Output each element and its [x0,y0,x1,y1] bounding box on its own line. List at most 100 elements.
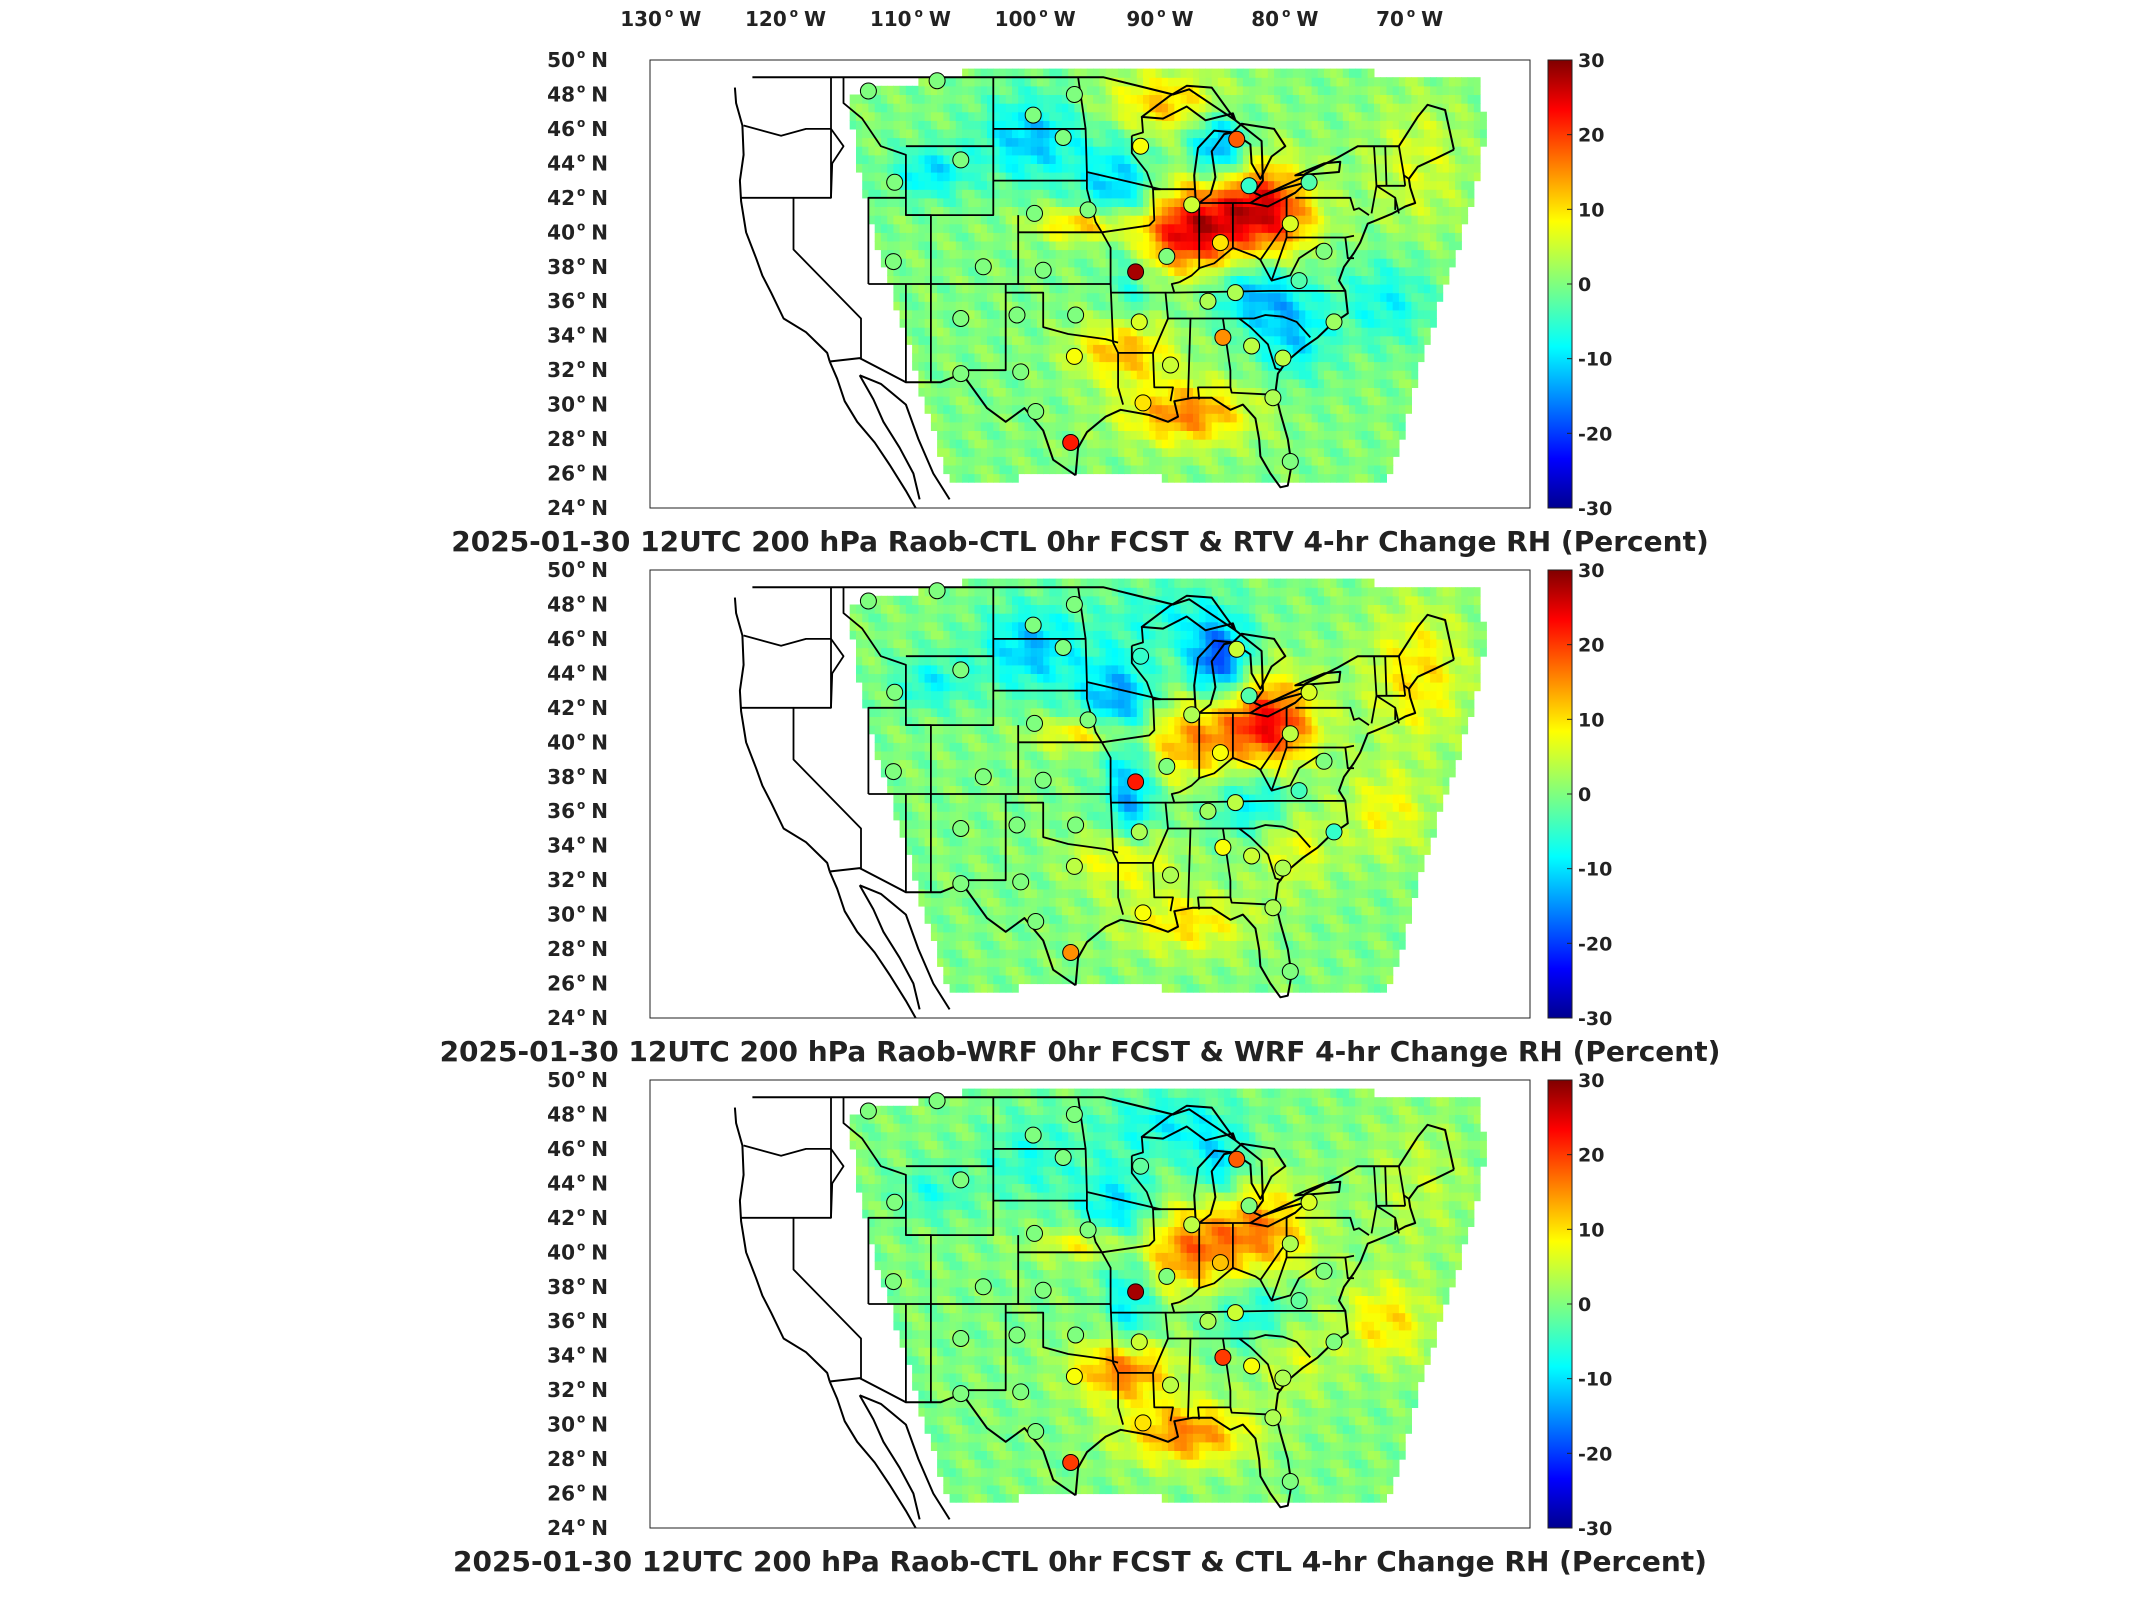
degree-symbol: o [577,357,585,371]
lat-suffix: N [591,48,608,72]
station-marker [1130,823,1148,841]
station-marker [1062,944,1080,961]
station-marker [884,1273,902,1291]
lat-suffix: N [591,1447,608,1471]
station-marker [1211,234,1229,252]
lat-tick-label: 38 o N [547,764,608,789]
lat-tick-label: 38 o N [547,254,608,279]
coastline [858,1394,921,1520]
state-border [1403,684,1410,690]
lat-tick-label: 40 o N [547,219,608,244]
lat-suffix: N [591,730,608,754]
degree-symbol: o [577,764,585,778]
state-border [1238,1337,1282,1392]
station-marker [1079,711,1097,729]
station-marker [1243,337,1261,355]
lat-tick-label: 34 o N [547,1343,608,1368]
degree-symbol: o [577,254,585,268]
state-border [1005,1311,1119,1364]
lat-tick-label: 44 o N [547,1170,608,1195]
degree-symbol: o [577,1005,585,1019]
raob-stations [859,72,1343,470]
map-outlines [733,1096,1455,1528]
lat-tick-label: 46 o N [547,116,608,141]
coastline [733,597,831,872]
state-border [1077,587,1088,700]
coastline [752,1096,1455,1218]
coastline [828,871,917,1018]
degree-symbol: o [577,1239,585,1253]
station-marker [1127,1283,1145,1301]
station-marker [1264,389,1282,407]
lon-suffix: W [1296,7,1318,31]
lat-suffix: N [591,592,608,616]
station-marker [1024,616,1042,634]
colorbar-tick-label: 30 [1578,560,1604,582]
lat-tick-label: 28 o N [547,1446,608,1471]
state-border [1005,291,1119,344]
degree-symbol: o [577,1343,585,1357]
station-marker [1281,1473,1299,1490]
station-marker [1008,306,1026,324]
lake-outline [1193,639,1234,714]
lat-suffix: N [591,696,608,720]
raob-stations [859,1092,1343,1490]
station-marker [1228,130,1246,148]
station-marker [952,1171,970,1189]
station-marker [1300,1193,1318,1211]
station-marker [1158,247,1176,265]
station-marker [859,592,877,610]
lat-suffix: N [591,1171,608,1195]
state-border [830,638,845,708]
station-marker [1127,263,1145,281]
lat-suffix: N [591,627,608,651]
state-border [1165,1310,1346,1314]
degree-symbol: o [577,591,585,605]
state-border [743,634,831,647]
state-border [1170,1301,1180,1313]
state-border [1344,1257,1354,1280]
station-marker [1281,453,1299,470]
map-frame [649,1079,1531,1529]
lat-tick-label: 36 o N [547,1308,608,1333]
station-marker [952,820,970,837]
state-border [905,146,995,216]
state-border [1118,862,1174,912]
station-marker [928,1092,946,1110]
coastline [858,374,921,500]
station-marker [1034,1281,1052,1299]
state-border [1018,231,1112,285]
panel-title: 2025-01-30 12UTC 200 hPa Raob-CTL 0hr FC… [453,1545,1707,1578]
station-marker [1026,1224,1043,1242]
lat-tick-label: 32 o N [547,1377,608,1402]
coastline [829,1377,1077,1497]
degree-symbol: o [577,936,585,950]
station-marker [952,661,970,679]
station-marker [1127,773,1145,791]
degree-symbol: o [577,1170,585,1184]
degree-symbol: o [577,426,585,440]
degree-symbol: o [790,6,798,20]
lat-suffix: N [591,937,608,961]
lat-suffix: N [591,903,608,927]
lake-outline [1140,84,1237,122]
lat-suffix: N [591,558,608,582]
lat-tick-label: 32 o N [547,867,608,892]
state-border [830,1148,845,1218]
lon-suffix: W [929,7,951,31]
lat-tick-label: 44 o N [547,660,608,685]
station-marker [1065,1367,1083,1385]
station-marker [1130,1333,1148,1351]
station-marker [1240,1197,1258,1215]
degree-symbol: o [577,1515,585,1529]
lake-outline [1231,122,1287,180]
station-marker [1134,1414,1152,1432]
state-border [1077,77,1088,190]
lat-suffix: N [591,972,608,996]
station-marker [1027,403,1045,420]
station-marker [1290,1292,1308,1310]
colorbar-tick-label: -20 [1578,1443,1612,1465]
station-marker [1162,356,1179,374]
panel-title: 2025-01-30 12UTC 200 hPa Raob-WRF 0hr FC… [440,1035,1721,1068]
station-marker [952,365,970,383]
